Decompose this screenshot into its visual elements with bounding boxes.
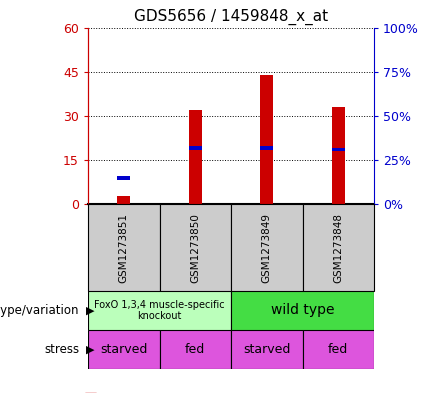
Bar [88, 291, 231, 330]
Bar [117, 176, 130, 180]
Bar [88, 204, 159, 291]
Bar [159, 330, 231, 369]
Bar [159, 204, 231, 291]
Text: starved: starved [100, 343, 147, 356]
Bar [117, 195, 130, 204]
Text: FoxO 1,3,4 muscle-specific
knockout: FoxO 1,3,4 muscle-specific knockout [94, 300, 225, 321]
Text: GSM1273848: GSM1273848 [333, 213, 343, 283]
Text: ▶: ▶ [86, 305, 94, 316]
Text: fed: fed [328, 343, 348, 356]
Bar [189, 110, 202, 204]
Bar [303, 204, 374, 291]
Text: GSM1273849: GSM1273849 [262, 213, 272, 283]
Text: fed: fed [185, 343, 205, 356]
Bar [231, 330, 303, 369]
Title: GDS5656 / 1459848_x_at: GDS5656 / 1459848_x_at [134, 9, 328, 25]
Bar [231, 291, 374, 330]
Text: wild type: wild type [271, 303, 334, 318]
Bar [332, 107, 345, 204]
Bar [260, 146, 273, 149]
Bar [303, 330, 374, 369]
Text: ▶: ▶ [86, 345, 94, 355]
Text: GSM1273851: GSM1273851 [119, 213, 129, 283]
Bar [332, 148, 345, 151]
Text: genotype/variation: genotype/variation [0, 304, 79, 317]
Bar [88, 330, 159, 369]
Bar [189, 146, 202, 149]
Text: stress: stress [44, 343, 79, 356]
Text: starved: starved [243, 343, 290, 356]
Bar [231, 204, 303, 291]
Text: GSM1273850: GSM1273850 [190, 213, 200, 283]
Bar [260, 75, 273, 204]
